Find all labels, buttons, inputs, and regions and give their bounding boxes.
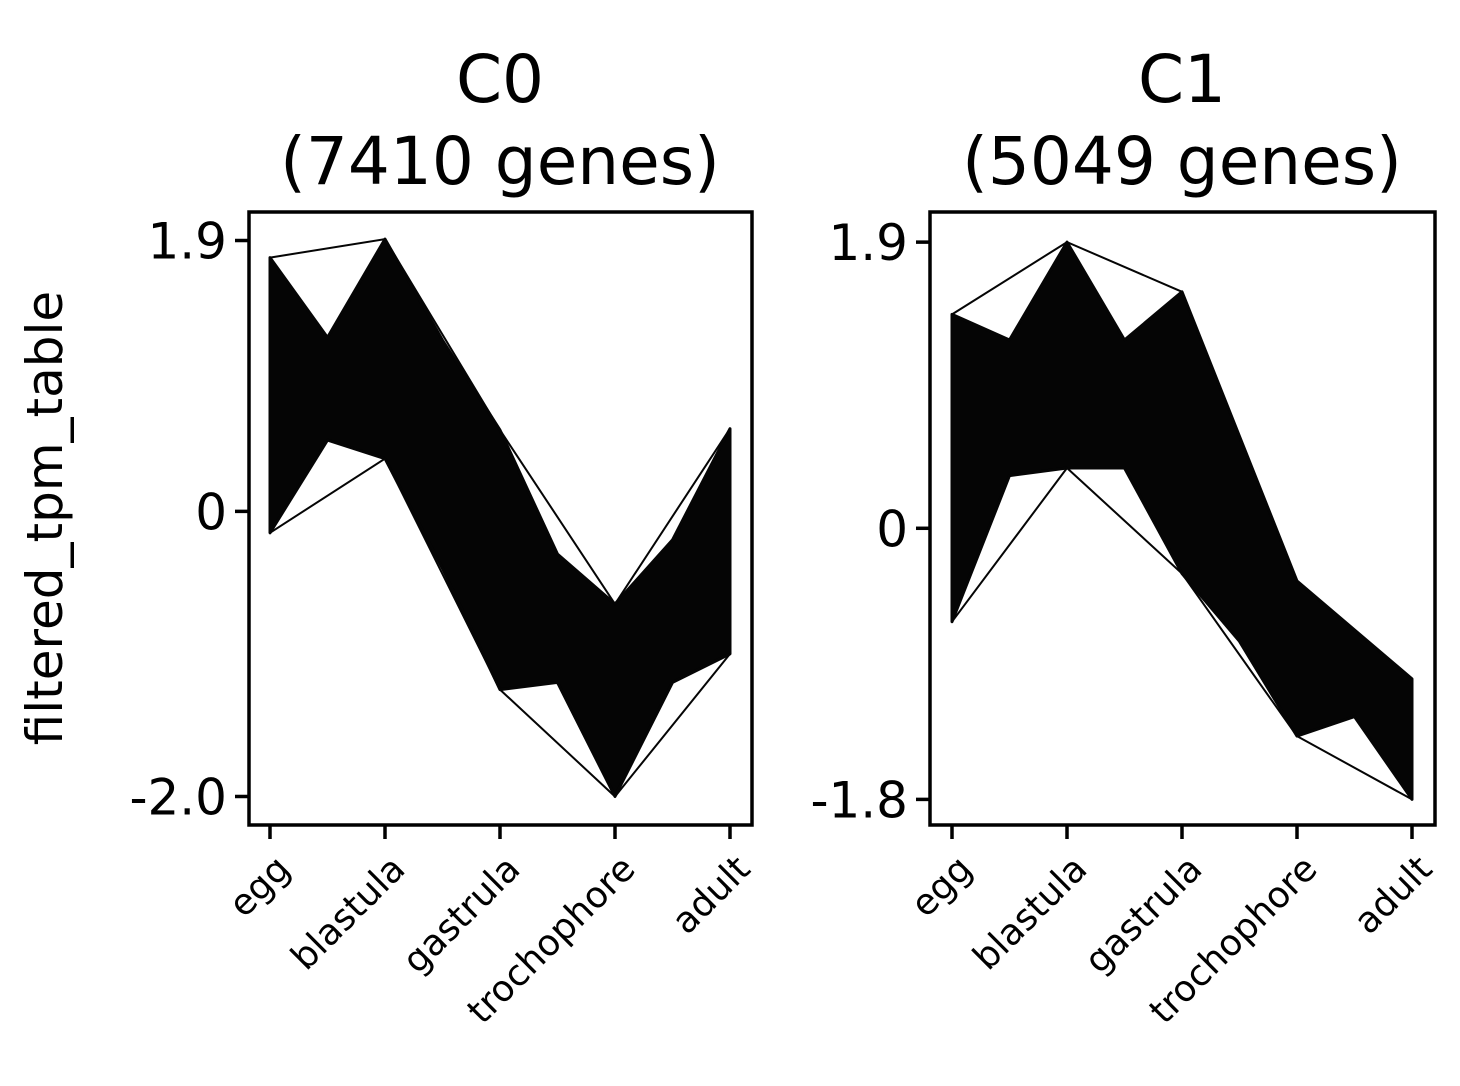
panel-title: C1 bbox=[1138, 41, 1226, 118]
panel-subtitle: (7410 genes) bbox=[280, 123, 720, 200]
x-tick-label: egg bbox=[903, 848, 980, 925]
expression-band bbox=[268, 237, 732, 798]
y-tick-label: 1.9 bbox=[147, 213, 227, 271]
x-tick-label: adult bbox=[1346, 848, 1440, 942]
x-tick-label: blastula bbox=[283, 848, 413, 978]
x-tick-label: egg bbox=[221, 848, 298, 925]
y-tick-label: 0 bbox=[876, 500, 908, 558]
x-tick-label: blastula bbox=[965, 848, 1095, 978]
x-tick-label: adult bbox=[664, 848, 758, 942]
series-upper-line bbox=[269, 238, 731, 606]
expression-band bbox=[950, 240, 1414, 801]
y-tick-label: 1.9 bbox=[828, 214, 908, 272]
series-lower-line bbox=[269, 457, 731, 798]
series-lower-line bbox=[951, 466, 1413, 801]
panel-subtitle: (5049 genes) bbox=[962, 123, 1402, 200]
y-tick-label: -1.8 bbox=[810, 771, 908, 829]
panel-c1: C1(5049 genes)1.90-1.8eggblastulagastrul… bbox=[810, 41, 1440, 1032]
y-axis-label: filtered_tpm_table bbox=[16, 291, 74, 745]
series-upper-line bbox=[951, 240, 1413, 680]
panel-c0: C0(7410 genes)1.90-2.0eggblastulagastrul… bbox=[129, 41, 758, 1032]
y-tick-label: -2.0 bbox=[129, 768, 227, 826]
panel-title: C0 bbox=[456, 41, 544, 118]
y-tick-label: 0 bbox=[195, 483, 227, 541]
